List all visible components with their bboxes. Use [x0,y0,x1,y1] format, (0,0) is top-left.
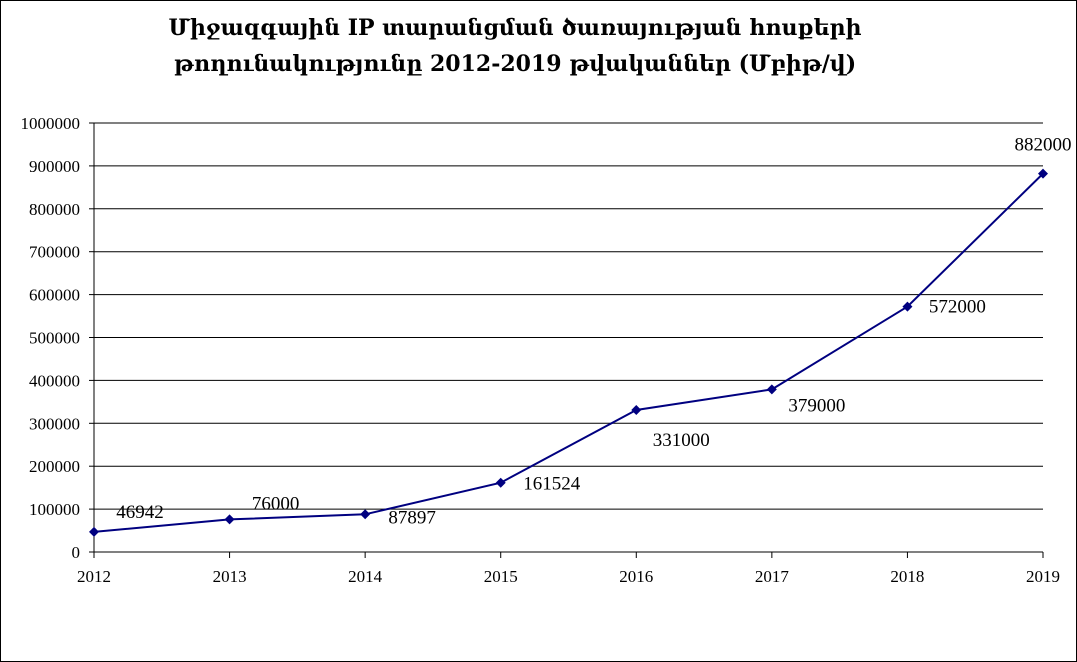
data-label: 76000 [252,493,300,514]
y-tick-label: 300000 [29,414,80,433]
data-label: 882000 [1015,135,1072,156]
x-tick-label: 2016 [619,567,653,586]
data-label: 161524 [523,474,581,495]
data-point-marker [495,477,506,488]
data-point-marker [224,514,235,525]
x-tick-label: 2017 [755,567,790,586]
data-label: 379000 [788,395,845,416]
y-tick-label: 0 [72,543,81,562]
y-tick-labels: 0 100000 200000 300000 400000 500000 600000 700… [21,114,81,562]
y-tick-label: 100000 [29,500,80,519]
y-tick-label: 200000 [29,457,80,476]
data-point-marker [631,405,642,416]
data-label: 87897 [388,507,436,528]
y-tick-label: 400000 [29,371,80,390]
data-point-marker [902,301,913,312]
chart-title-line-1: Միջազգային IP տարանցման ծառայության հոսք… [168,15,862,41]
series-line [93,172,1044,533]
data-point-marker [766,384,777,395]
series-polyline [93,172,1044,533]
x-tick-label: 2019 [1026,567,1060,586]
y-tick-label: 1000000 [21,114,81,133]
data-labels: 46942 76000 87897 161524 331000 379000 572000 8… [116,135,1071,529]
x-tick-label: 2018 [890,567,924,586]
y-tick-label: 800000 [29,200,80,219]
data-label: 46942 [116,502,164,523]
x-tick-label: 2015 [484,567,518,586]
x-tick-label: 2013 [213,567,247,586]
axes [89,122,1044,558]
chart-title-line-2: թողունակությունը 2012-2019 թվականներ (Մբ… [173,51,857,77]
y-tick-label: 900000 [29,157,80,176]
y-tick-label: 700000 [29,243,80,262]
chart-title: Միջազգային IP տարանցման ծառայության հոսք… [0,10,1030,82]
data-label: 331000 [653,430,710,451]
x-tick-label: 2012 [77,567,111,586]
data-points [89,168,1048,537]
y-tick-label: 500000 [29,329,80,348]
y-tick-label: 600000 [29,286,80,305]
x-tick-label: 2014 [348,567,383,586]
data-point-marker [360,509,371,520]
x-tick-labels: 2012 2013 2014 2015 2016 2017 2018 2019 [77,567,1060,586]
data-point-marker [1038,168,1048,179]
data-label: 572000 [929,297,986,318]
data-point-marker [89,526,99,537]
gridlines [94,122,1043,510]
